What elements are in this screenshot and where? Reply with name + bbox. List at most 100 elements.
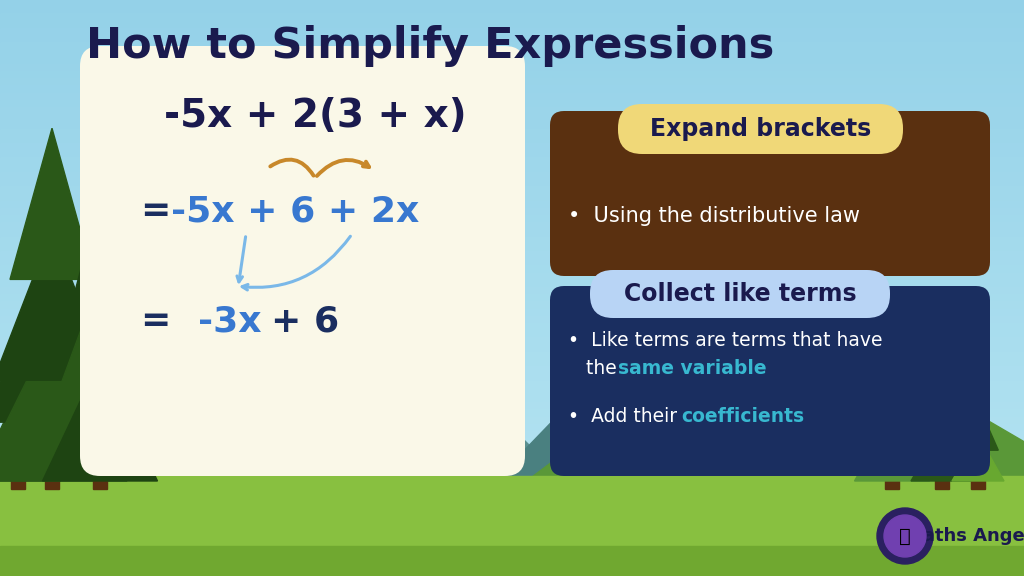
Bar <box>0 93 1024 101</box>
Polygon shape <box>0 229 111 380</box>
Bar <box>0 359 1024 367</box>
Bar <box>0 366 1024 374</box>
Bar <box>0 157 1024 166</box>
Bar <box>0 323 1024 331</box>
Bar <box>0 251 1024 259</box>
Text: the: the <box>586 358 623 377</box>
Bar <box>0 229 1024 238</box>
Bar <box>0 503 1024 511</box>
Text: •  Add their: • Add their <box>568 407 683 426</box>
Bar <box>0 56 1024 65</box>
Bar <box>0 143 1024 151</box>
Bar <box>0 85 1024 94</box>
Bar <box>0 42 1024 51</box>
Polygon shape <box>957 404 998 450</box>
Bar <box>0 21 1024 29</box>
Bar <box>0 172 1024 180</box>
Text: Collect like terms: Collect like terms <box>624 282 856 306</box>
Bar <box>0 237 1024 245</box>
Bar <box>0 410 1024 418</box>
Bar <box>0 107 1024 115</box>
Bar <box>0 244 1024 252</box>
Bar <box>0 453 1024 461</box>
Bar <box>0 474 1024 482</box>
Bar <box>0 431 1024 439</box>
Bar <box>0 438 1024 446</box>
Bar <box>971 469 985 489</box>
Text: -3x: -3x <box>199 304 262 338</box>
Bar <box>0 165 1024 173</box>
Bar <box>935 469 949 489</box>
Text: Expand brackets: Expand brackets <box>650 117 871 141</box>
Bar <box>885 469 899 489</box>
Polygon shape <box>10 128 94 279</box>
Bar <box>0 344 1024 353</box>
Bar <box>0 488 1024 497</box>
Bar <box>0 136 1024 144</box>
Bar <box>0 482 1024 490</box>
Bar <box>45 469 59 489</box>
Circle shape <box>877 508 933 564</box>
Bar <box>0 287 1024 295</box>
Bar <box>0 114 1024 123</box>
Bar <box>0 525 1024 533</box>
Polygon shape <box>863 373 922 438</box>
Polygon shape <box>918 390 967 445</box>
Bar <box>0 445 1024 454</box>
Bar <box>0 568 1024 576</box>
Bar <box>0 388 1024 396</box>
Bar <box>0 496 1024 504</box>
Bar <box>0 194 1024 202</box>
Bar <box>0 416 1024 425</box>
Bar <box>0 100 1024 108</box>
Polygon shape <box>820 391 1024 486</box>
Bar <box>93 469 106 489</box>
Bar <box>0 532 1024 540</box>
Text: + 6: + 6 <box>271 304 339 338</box>
Bar <box>0 424 1024 432</box>
Bar <box>0 13 1024 22</box>
Bar <box>0 186 1024 195</box>
Bar <box>0 309 1024 317</box>
Text: =: = <box>140 194 170 228</box>
Polygon shape <box>43 359 158 481</box>
Bar <box>0 64 1024 72</box>
Bar <box>0 546 1024 554</box>
Bar <box>0 316 1024 324</box>
Bar <box>0 215 1024 223</box>
Bar <box>0 352 1024 360</box>
Bar <box>0 50 1024 58</box>
Bar <box>0 208 1024 216</box>
FancyBboxPatch shape <box>550 286 990 476</box>
Bar <box>0 28 1024 36</box>
Bar <box>0 510 1024 518</box>
Text: •  Using the distributive law: • Using the distributive law <box>568 206 860 226</box>
Text: How to Simplify Expressions: How to Simplify Expressions <box>86 25 774 67</box>
Text: 🦊: 🦊 <box>899 526 911 545</box>
Text: Maths Angel: Maths Angel <box>905 527 1024 545</box>
Bar <box>0 128 1024 137</box>
Bar <box>0 258 1024 266</box>
Bar <box>0 395 1024 403</box>
Text: coefficients: coefficients <box>681 407 804 426</box>
FancyBboxPatch shape <box>550 111 990 276</box>
Bar <box>0 294 1024 302</box>
Polygon shape <box>490 351 750 486</box>
Bar <box>0 6 1024 14</box>
Text: same variable: same variable <box>618 358 767 377</box>
Bar <box>0 35 1024 43</box>
Bar <box>0 0 1024 7</box>
Bar <box>0 71 1024 79</box>
Polygon shape <box>854 416 930 481</box>
Bar <box>11 469 25 489</box>
Bar <box>0 560 1024 569</box>
Bar <box>0 280 1024 288</box>
FancyBboxPatch shape <box>618 104 903 154</box>
Text: -5x + 6 + 2x: -5x + 6 + 2x <box>171 194 419 228</box>
Bar <box>0 476 1024 576</box>
Text: •  Like terms are terms that have: • Like terms are terms that have <box>568 332 883 351</box>
Polygon shape <box>720 398 980 486</box>
Text: =: = <box>140 304 170 338</box>
Bar <box>0 179 1024 187</box>
Polygon shape <box>880 416 1024 486</box>
